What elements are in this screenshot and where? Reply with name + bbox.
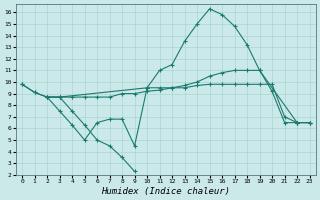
X-axis label: Humidex (Indice chaleur): Humidex (Indice chaleur) [101,187,230,196]
